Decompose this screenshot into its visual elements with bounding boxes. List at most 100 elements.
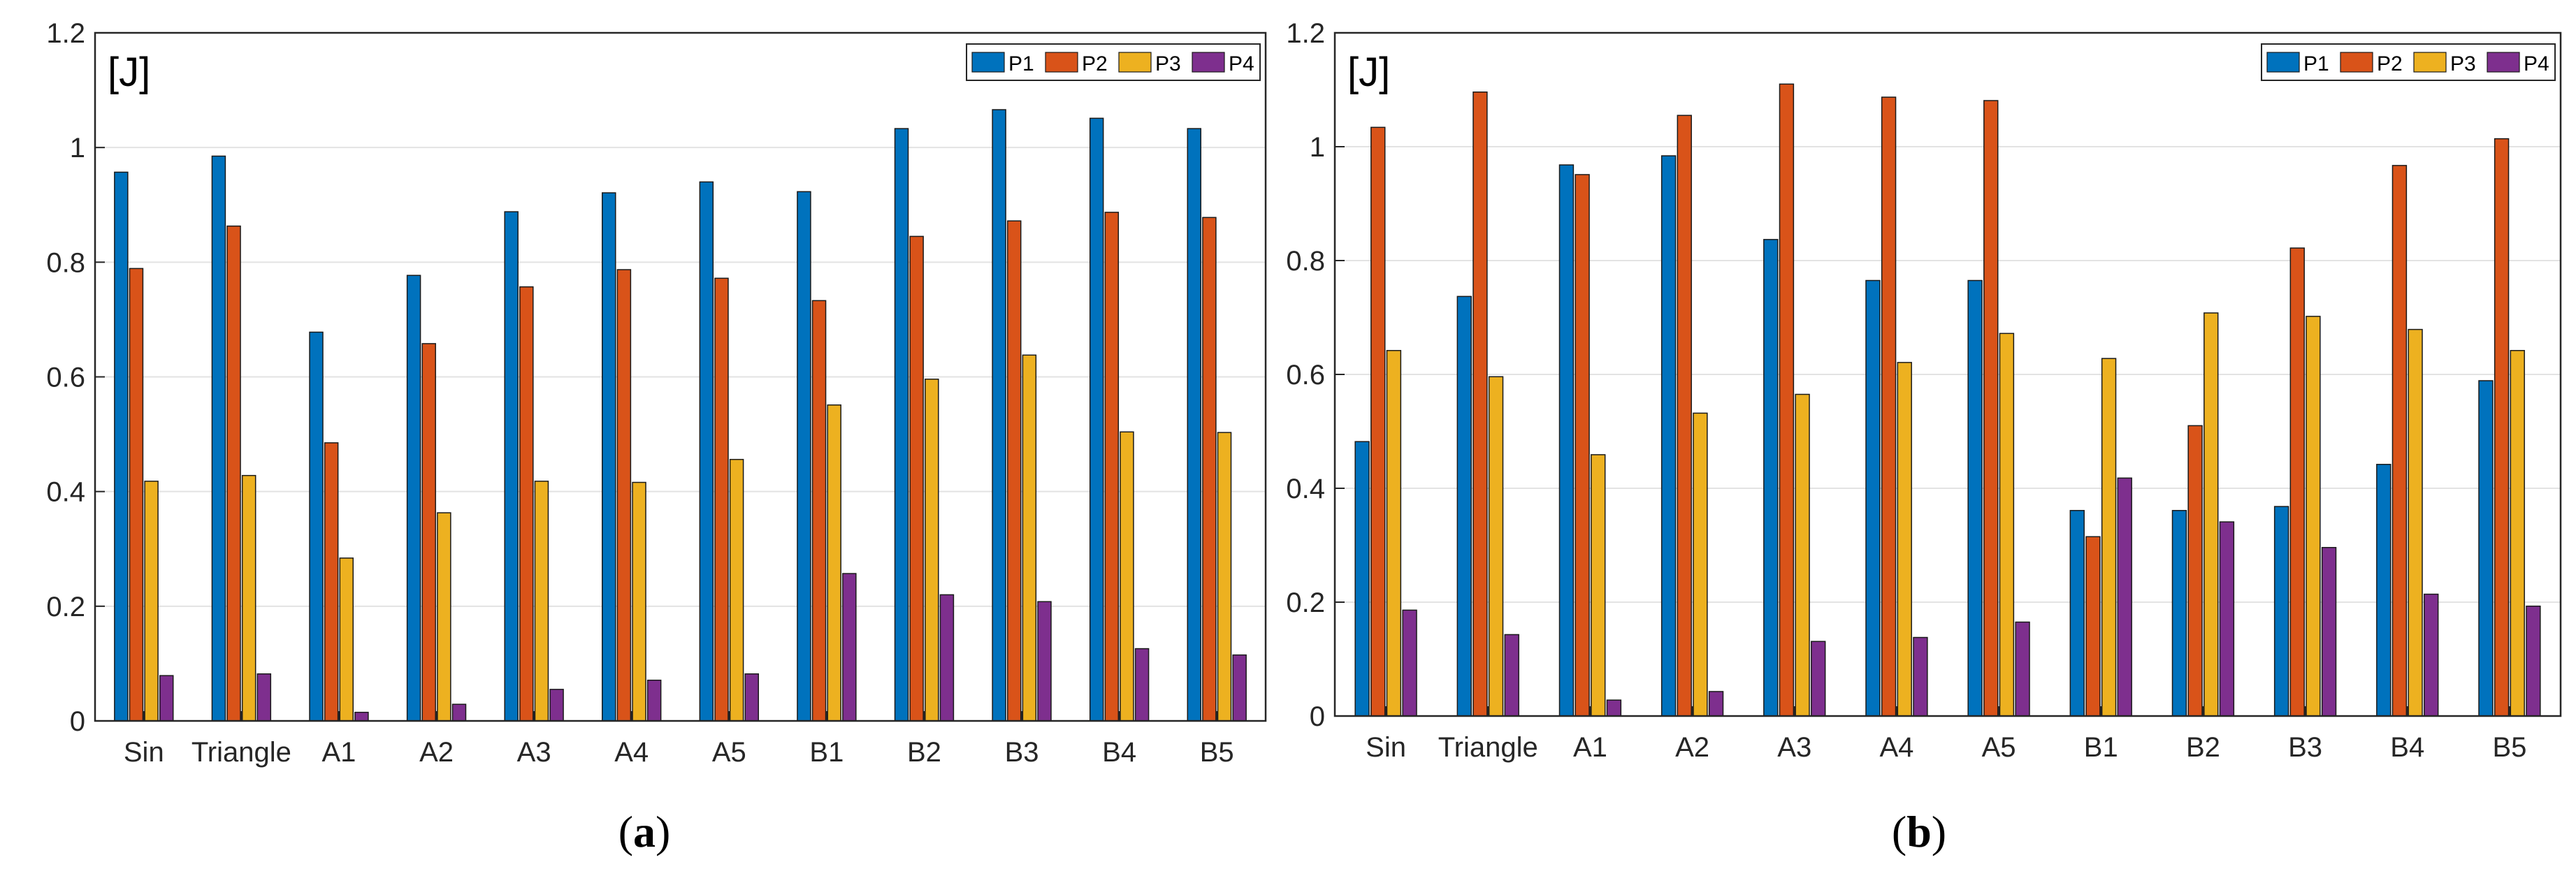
bar-p4-a5 [2015, 621, 2030, 717]
bar-p2-a4 [1881, 96, 1897, 717]
bar-p3-a4 [632, 481, 646, 722]
legend: P1 P2 P3 P4 [966, 43, 1261, 81]
bar-p3-b4 [2408, 328, 2423, 717]
y-tick-label: 1 [1310, 132, 1325, 163]
bar-p2-b4 [2392, 165, 2408, 717]
bar-p3-b1 [827, 404, 841, 722]
bar-p1-a5 [699, 181, 714, 722]
y-tick-label: 0 [1310, 701, 1325, 732]
x-tick-label: B2 [2186, 732, 2220, 763]
bar-p4-b2 [2219, 521, 2235, 717]
x-tick-label: A4 [614, 737, 649, 768]
x-tick-label: B1 [809, 737, 844, 768]
bar-p3-b3 [2306, 316, 2321, 717]
bar-p3-a3 [534, 481, 549, 722]
legend-swatch-p1 [971, 52, 1005, 73]
legend: P1 P2 P3 P4 [2261, 43, 2556, 81]
bar-p4-b4 [2424, 593, 2439, 717]
x-tick-label: A2 [419, 737, 454, 768]
bar-p2-triangle [226, 225, 241, 722]
bar-p1-b3 [992, 109, 1006, 722]
bar-p4-a2 [1708, 691, 1724, 717]
bar-p2-b2 [2187, 425, 2203, 717]
bar-p4-b1 [842, 573, 857, 722]
bar-p1-a3 [504, 211, 519, 722]
bar-p4-a4 [646, 679, 662, 722]
bar-p3-a2 [437, 512, 451, 722]
bar-p4-a1 [1606, 699, 1622, 717]
bar-p2-sin [1370, 126, 1386, 717]
bar-p1-b3 [2273, 506, 2289, 717]
bar-p2-b3 [1006, 220, 1022, 722]
bar-p2-b4 [1104, 212, 1120, 722]
bar-p1-b4 [1089, 117, 1104, 722]
bar-p1-sin [114, 171, 129, 722]
bar-p2-a3 [1779, 83, 1795, 717]
bar-p2-a2 [421, 343, 436, 722]
legend-label-p2: P2 [1082, 52, 1108, 75]
bar-p1-a1 [309, 331, 324, 722]
bar-p3-a4 [1897, 362, 1912, 717]
bar-p1-triangle [211, 155, 226, 722]
chart-panel-b: 0 0.2 0.4 0.6 0.8 1 1.2 Sin Triangle A1 A2 A3 A4 A5 B1… [1286, 18, 2562, 856]
x-tick-label: Triangle [1438, 732, 1538, 763]
x-tick-label: B4 [1102, 737, 1136, 768]
unit-label: [J] [1347, 50, 1390, 95]
bar-p2-sin [129, 268, 144, 722]
y-tick-label: 1.2 [1286, 18, 1325, 49]
bar-p1-triangle [1456, 295, 1472, 717]
bar-p1-a4 [602, 192, 616, 722]
x-tick-label: B5 [1200, 737, 1234, 768]
bar-p1-b1 [797, 191, 811, 722]
bar-p3-b4 [1120, 431, 1134, 722]
legend-swatch-p2 [1045, 52, 1078, 73]
legend-label-p3: P3 [2450, 52, 2476, 75]
bar-p4-a3 [549, 689, 564, 722]
bar-p4-sin [159, 675, 174, 722]
legend-label-p4: P4 [1229, 52, 1254, 75]
unit-label: [J] [108, 50, 150, 95]
bar-p4-sin [1402, 609, 1417, 717]
bar-p2-a5 [1983, 100, 1999, 717]
bar-p1-b5 [1187, 128, 1201, 722]
legend-swatch-p2 [2340, 52, 2373, 73]
x-tick-label: B2 [907, 737, 941, 768]
bar-p1-b1 [2069, 510, 2085, 717]
bar-p3-b2 [2204, 312, 2219, 717]
bar-p3-a5 [1999, 333, 2015, 717]
bar-p3-b2 [925, 379, 939, 722]
bar-p4-a4 [1913, 636, 1928, 717]
y-tick-label: 0.6 [46, 363, 85, 393]
bar-p3-a1 [339, 557, 354, 722]
x-tick-label: A2 [1675, 732, 1709, 763]
legend-label-p2: P2 [2377, 52, 2403, 75]
y-tick-label: 0.2 [46, 592, 85, 622]
bar-p2-a2 [1677, 115, 1692, 717]
bar-p3-triangle [241, 474, 256, 722]
chart-panel-a: 0 0.2 0.4 0.6 0.8 1 1.2 Sin Triangle A1 A2 A3 A4 A5 B1… [46, 18, 1267, 856]
bar-p2-b1 [811, 300, 827, 722]
x-tick-label: B3 [2288, 732, 2322, 763]
bar-p1-a2 [1660, 155, 1677, 717]
bar-p2-b5 [2494, 138, 2510, 717]
y-tick-label: 1 [70, 133, 85, 163]
bar-p2-a4 [616, 269, 632, 722]
bar-p3-b1 [2101, 358, 2117, 717]
bar-p1-b4 [2376, 464, 2392, 717]
axes-box [94, 31, 1267, 722]
bar-p2-triangle [1472, 92, 1488, 717]
bar-p4-b2 [939, 594, 955, 722]
y-tick-label: 0.6 [1286, 360, 1325, 390]
bar-p4-b5 [2526, 605, 2541, 717]
bar-p3-triangle [1488, 376, 1504, 717]
x-tick-label: A1 [1573, 732, 1607, 763]
bar-p3-a2 [1693, 412, 1708, 717]
bar-p1-a3 [1763, 239, 1779, 717]
legend-label-p4: P4 [2524, 52, 2549, 75]
bar-p4-b3 [2321, 547, 2337, 717]
bar-p4-b5 [1232, 654, 1247, 722]
x-tick-label: Triangle [191, 737, 291, 768]
bar-p1-b5 [2478, 380, 2494, 717]
x-tick-label: A3 [517, 737, 551, 768]
